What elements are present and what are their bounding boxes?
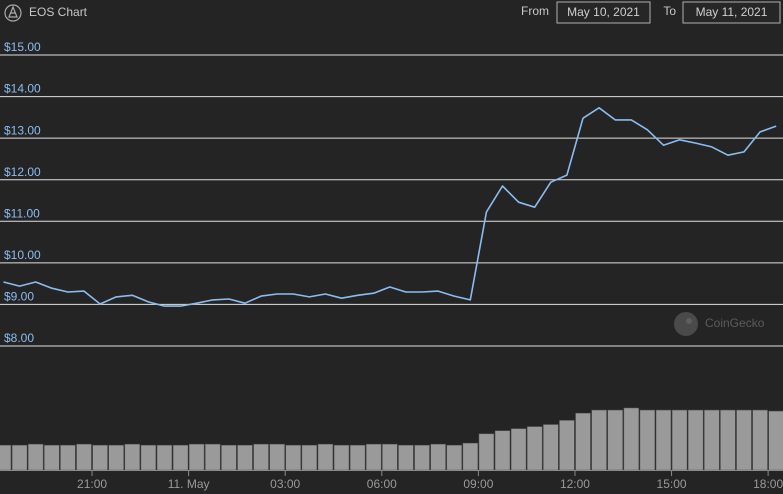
volume-bar — [559, 420, 575, 471]
volume-bar — [269, 443, 285, 471]
x-tick-label: 09:00 — [463, 477, 493, 491]
x-tick-label: 21:00 — [77, 477, 107, 491]
volume-bar — [333, 444, 350, 471]
volume-bar — [543, 424, 559, 471]
x-tick-label: 15:00 — [657, 477, 687, 491]
volume-bar — [446, 444, 462, 471]
watermark: CoinGecko — [705, 316, 765, 330]
volume-bar — [591, 409, 607, 471]
volume-bar — [156, 444, 173, 471]
volume-bar — [752, 409, 768, 471]
volume-bar — [575, 412, 591, 471]
y-tick-label: $9.00 — [4, 290, 34, 304]
y-tick-label: $10.00 — [4, 248, 41, 262]
volume-bar — [301, 444, 318, 471]
volume-bar — [720, 409, 736, 471]
volume-bar — [188, 443, 205, 471]
volume-bar — [527, 426, 543, 471]
y-tick-label: $8.00 — [4, 331, 34, 345]
volume-bar — [349, 444, 366, 471]
x-tick-label: 12:00 — [560, 477, 590, 491]
volume-bar — [398, 444, 414, 471]
volume-bar — [639, 409, 656, 471]
volume-bar — [607, 409, 623, 471]
volume-bar — [237, 444, 253, 471]
from-input[interactable] — [556, 1, 651, 24]
y-tick-label: $15.00 — [4, 40, 41, 54]
volume-bar — [205, 443, 221, 471]
y-tick-label: $12.00 — [4, 165, 41, 179]
volume-bar — [221, 444, 237, 471]
to-input[interactable] — [682, 1, 781, 24]
volume-bar — [108, 444, 124, 471]
volume-bar — [172, 444, 189, 471]
logo — [4, 4, 22, 22]
to-date[interactable]: May 11, 2021 — [696, 5, 768, 19]
x-tick-label: 18:00 — [753, 477, 783, 491]
volume-bar — [0, 444, 12, 471]
volume-bar — [462, 442, 479, 471]
volume-bar — [478, 433, 495, 471]
volume-bar — [366, 443, 382, 471]
volume-bar — [382, 443, 398, 471]
volume-bar — [430, 443, 446, 471]
volume-bar — [285, 444, 301, 471]
volume-bar — [124, 443, 140, 471]
volume-bar — [655, 409, 672, 471]
chart-title: EOS Chart — [29, 5, 88, 19]
volume-bar — [317, 443, 334, 471]
volume-bar — [60, 444, 76, 471]
to-label: To — [663, 4, 676, 18]
volume-bar — [494, 430, 511, 471]
volume-bar — [688, 409, 704, 471]
price-line — [3, 107, 777, 307]
volume-bar — [11, 444, 28, 471]
y-tick-label: $14.00 — [4, 82, 41, 96]
from-date[interactable]: May 10, 2021 — [567, 5, 640, 19]
volume-bar — [76, 443, 92, 471]
volume-bar — [510, 428, 527, 471]
watermark-logo — [674, 312, 698, 336]
volume-bar — [28, 443, 44, 471]
volume-bar — [92, 444, 108, 471]
volume-bar — [768, 410, 783, 471]
x-tick-label: 06:00 — [367, 477, 397, 491]
volume-bar — [671, 409, 688, 471]
volume-bar — [704, 409, 720, 471]
volume-bar — [414, 444, 430, 471]
y-tick-label: $13.00 — [4, 123, 41, 137]
volume-bar — [253, 443, 269, 471]
volume-bar — [623, 407, 639, 471]
volume-bar — [736, 409, 752, 471]
from-label: From — [521, 4, 549, 18]
volume-bar — [44, 444, 60, 471]
x-tick-label: 11. May — [168, 477, 210, 491]
y-tick-label: $11.00 — [4, 206, 40, 220]
volume-bar — [140, 444, 157, 471]
x-tick-label: 03:00 — [270, 477, 300, 491]
